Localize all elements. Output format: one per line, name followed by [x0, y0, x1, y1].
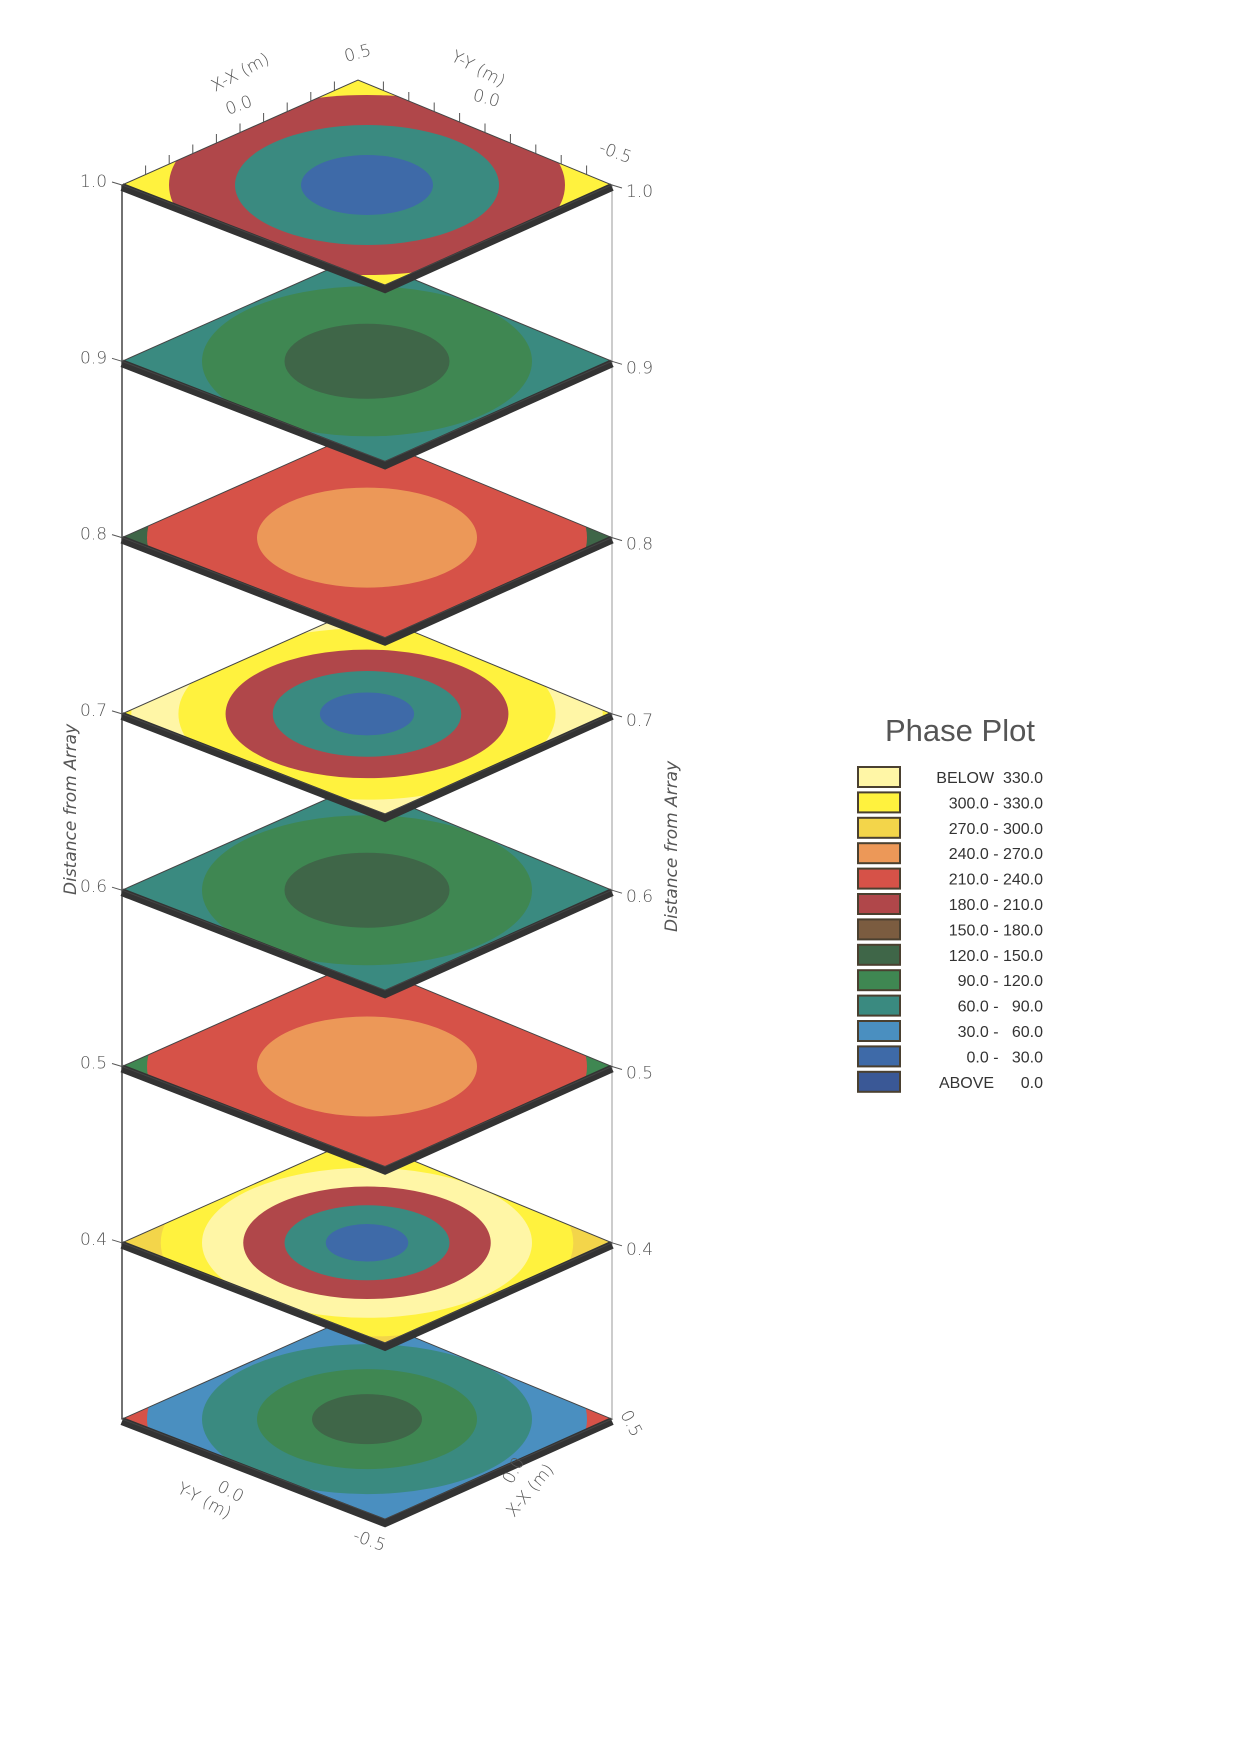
- right-tick: [611, 713, 623, 718]
- contour-band: [257, 487, 477, 588]
- left-tick: [111, 357, 123, 362]
- slice-outline: [120, 1313, 614, 1520]
- right-vertical-axis-label: Distance from Array: [662, 760, 682, 932]
- slice-0.8: [122, 432, 612, 638]
- contour-band: [301, 155, 433, 215]
- legend-label: BELOW 330.0: [936, 770, 1043, 787]
- legend-swatch: [857, 969, 901, 992]
- left-tick: [111, 181, 123, 186]
- slice-edge: [120, 712, 614, 823]
- right-tick: [611, 537, 623, 542]
- legend-swatch: [857, 1020, 901, 1042]
- left-tick: [111, 710, 123, 715]
- right-tick-label: 0.6: [626, 887, 653, 907]
- right-tick-label: 0.4: [626, 1240, 653, 1260]
- legend-label: 30.0 - 60.0: [958, 1024, 1043, 1041]
- contour-band: [325, 1224, 409, 1262]
- contour-band: [284, 852, 450, 928]
- contour-slices: [120, 79, 614, 1528]
- right-tick-label: 1.0: [626, 182, 653, 202]
- right-tick: [611, 360, 623, 365]
- legend-label: 120.0 - 150.0: [949, 948, 1043, 965]
- right-tick-label: 0.9: [626, 358, 653, 378]
- right-tick: [611, 1066, 623, 1070]
- contour-band: [284, 323, 450, 399]
- top-corner-tick: 0.5: [342, 41, 373, 67]
- legend-label: 270.0 - 300.0: [949, 821, 1043, 838]
- top-y-end-tick: -0.5: [596, 138, 634, 168]
- slice-0.5: [122, 961, 612, 1167]
- slice-edge: [120, 888, 614, 999]
- slice-edge: [120, 535, 614, 646]
- legend-swatch: [857, 918, 901, 941]
- left-tick: [111, 1063, 123, 1067]
- contour-band: [319, 692, 415, 736]
- legend-label: 60.0 - 90.0: [958, 999, 1043, 1016]
- contour-band: [312, 1394, 422, 1445]
- legend-label: 0.0 - 30.0: [967, 1049, 1044, 1066]
- bottom-corner-tick: -0.5: [350, 1526, 388, 1556]
- left-tick-label: 0.8: [80, 525, 107, 545]
- slice-edge: [120, 1241, 614, 1352]
- left-tick: [111, 886, 123, 891]
- left-tick-label: 0.4: [80, 1230, 107, 1250]
- legend-label: ABOVE 0.0: [939, 1075, 1043, 1092]
- top-x-zero-tick: 0.0: [223, 92, 255, 120]
- legend-swatch: [857, 816, 901, 839]
- legend-label: 90.0 - 120.0: [958, 973, 1044, 990]
- legend-swatch: [857, 842, 901, 865]
- legend: BELOW 330.0 300.0 - 330.0 270.0 - 300.0 240…: [857, 766, 1044, 1093]
- legend-swatch: [857, 766, 901, 788]
- legend-title: Phase Plot: [885, 713, 1035, 748]
- left-tick-label: 0.5: [80, 1054, 107, 1074]
- slice-edge: [120, 183, 614, 294]
- legend-swatch: [857, 867, 901, 890]
- left-tick: [111, 534, 123, 539]
- legend-swatch: [857, 994, 901, 1017]
- legend-label: 150.0 - 180.0: [949, 922, 1043, 939]
- top-x-axis-label: X-X (m): [208, 49, 273, 96]
- slice-edge: [120, 1417, 614, 1528]
- legend-swatch: [857, 1070, 901, 1093]
- left-tick: [111, 1239, 123, 1244]
- legend-swatch: [857, 893, 901, 915]
- slice-edge: [120, 1064, 614, 1175]
- slice-edge: [120, 359, 614, 470]
- left-tick-label: 0.6: [80, 877, 107, 897]
- legend-label: 300.0 - 330.0: [949, 795, 1043, 812]
- level-ticks: 0.4 0.4 0.5 0.5 0.6 0.6 0.7 0.7 0.8 0.8 0.9 0.9 1.0 1…: [80, 81, 653, 1260]
- legend-label: 240.0 - 270.0: [949, 846, 1043, 863]
- legend-swatch: [857, 791, 901, 814]
- top-y-axis-label: Y-Y (m): [448, 47, 509, 92]
- legend-swatch: [857, 943, 901, 966]
- right-tick-label: 0.5: [626, 1064, 653, 1084]
- right-tick-label: 0.8: [626, 535, 653, 555]
- legend-swatch: [857, 1045, 901, 1068]
- right-tick: [611, 1242, 623, 1247]
- contour-band: [257, 1016, 477, 1117]
- bottom-x-end-tick: 0.5: [616, 1407, 646, 1440]
- left-tick-label: 0.7: [80, 701, 107, 721]
- right-tick-label: 0.7: [626, 711, 653, 731]
- legend-label: 210.0 - 240.0: [949, 872, 1043, 889]
- left-tick-label: 1.0: [80, 172, 107, 192]
- legend-label: 180.0 - 210.0: [949, 897, 1043, 914]
- right-tick: [611, 889, 623, 894]
- right-tick: [611, 184, 623, 189]
- left-tick-label: 0.9: [80, 348, 107, 368]
- left-vertical-axis-label: Distance from Array: [61, 723, 81, 895]
